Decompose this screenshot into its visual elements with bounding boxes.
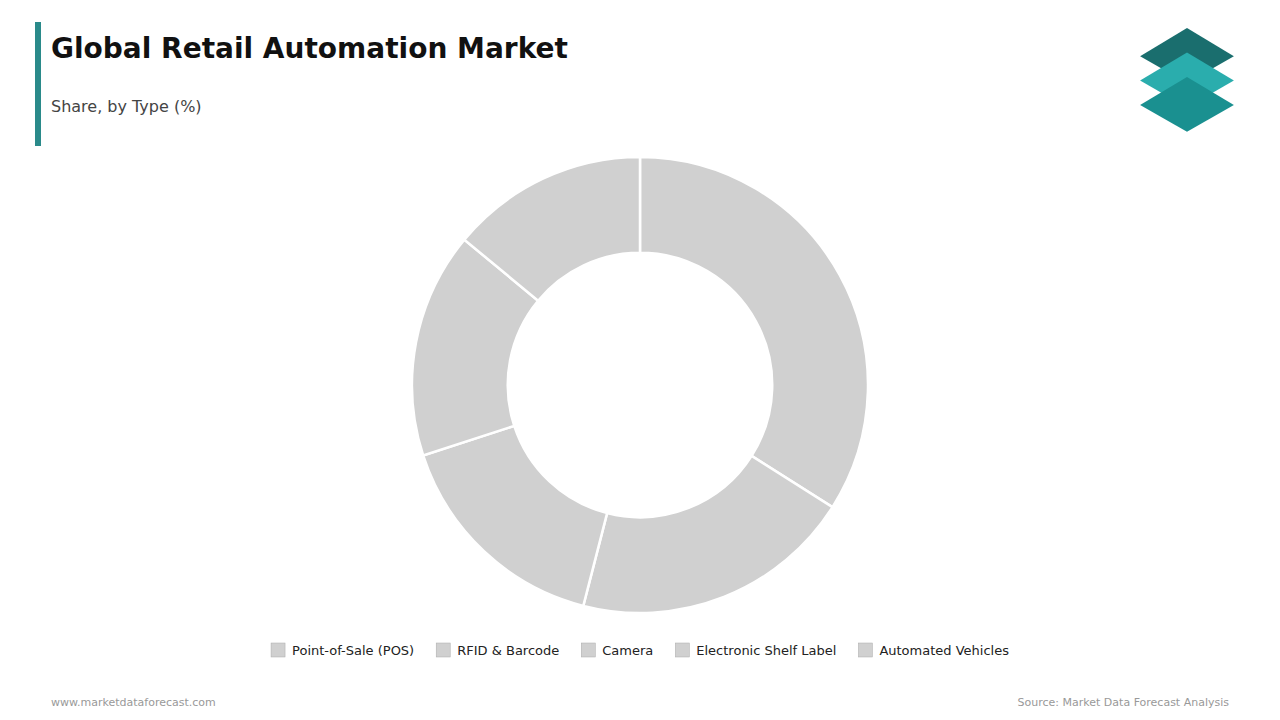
donut-slice [583,456,832,613]
donut [412,157,868,613]
legend-item: Electronic Shelf Label [675,643,836,658]
legend-label: Camera [602,643,653,658]
legend-label: RFID & Barcode [457,643,559,658]
legend-item: Point-of-Sale (POS) [271,643,414,658]
legend-swatch [581,643,595,657]
donut-slice [464,157,640,301]
legend-label: Automated Vehicles [879,643,1009,658]
subtitle: Share, by Type (%) [51,97,202,116]
legend-item: RFID & Barcode [436,643,559,658]
title: Global Retail Automation Market [51,32,568,65]
legend-item: Automated Vehicles [858,643,1009,658]
legend-swatch [858,643,872,657]
donut-slice [423,426,607,606]
chart-svg: Global Retail Automation Market Share, by… [0,0,1280,720]
legend-swatch [271,643,285,657]
legend-swatch [436,643,450,657]
legend: Point-of-Sale (POS) RFID & Barcode Camera E… [271,643,1009,658]
donut-slice [640,157,868,507]
accent-bar [35,22,41,146]
footer-text: Source: Market Data Forecast Analysis [1018,696,1230,709]
footer-text: www.marketdataforecast.com [51,696,216,709]
logo-layer [1140,77,1234,132]
logo [1140,28,1234,132]
legend-swatch [675,643,689,657]
legend-label: Point-of-Sale (POS) [292,643,414,658]
legend-label: Electronic Shelf Label [696,643,836,658]
legend-item: Camera [581,643,653,658]
